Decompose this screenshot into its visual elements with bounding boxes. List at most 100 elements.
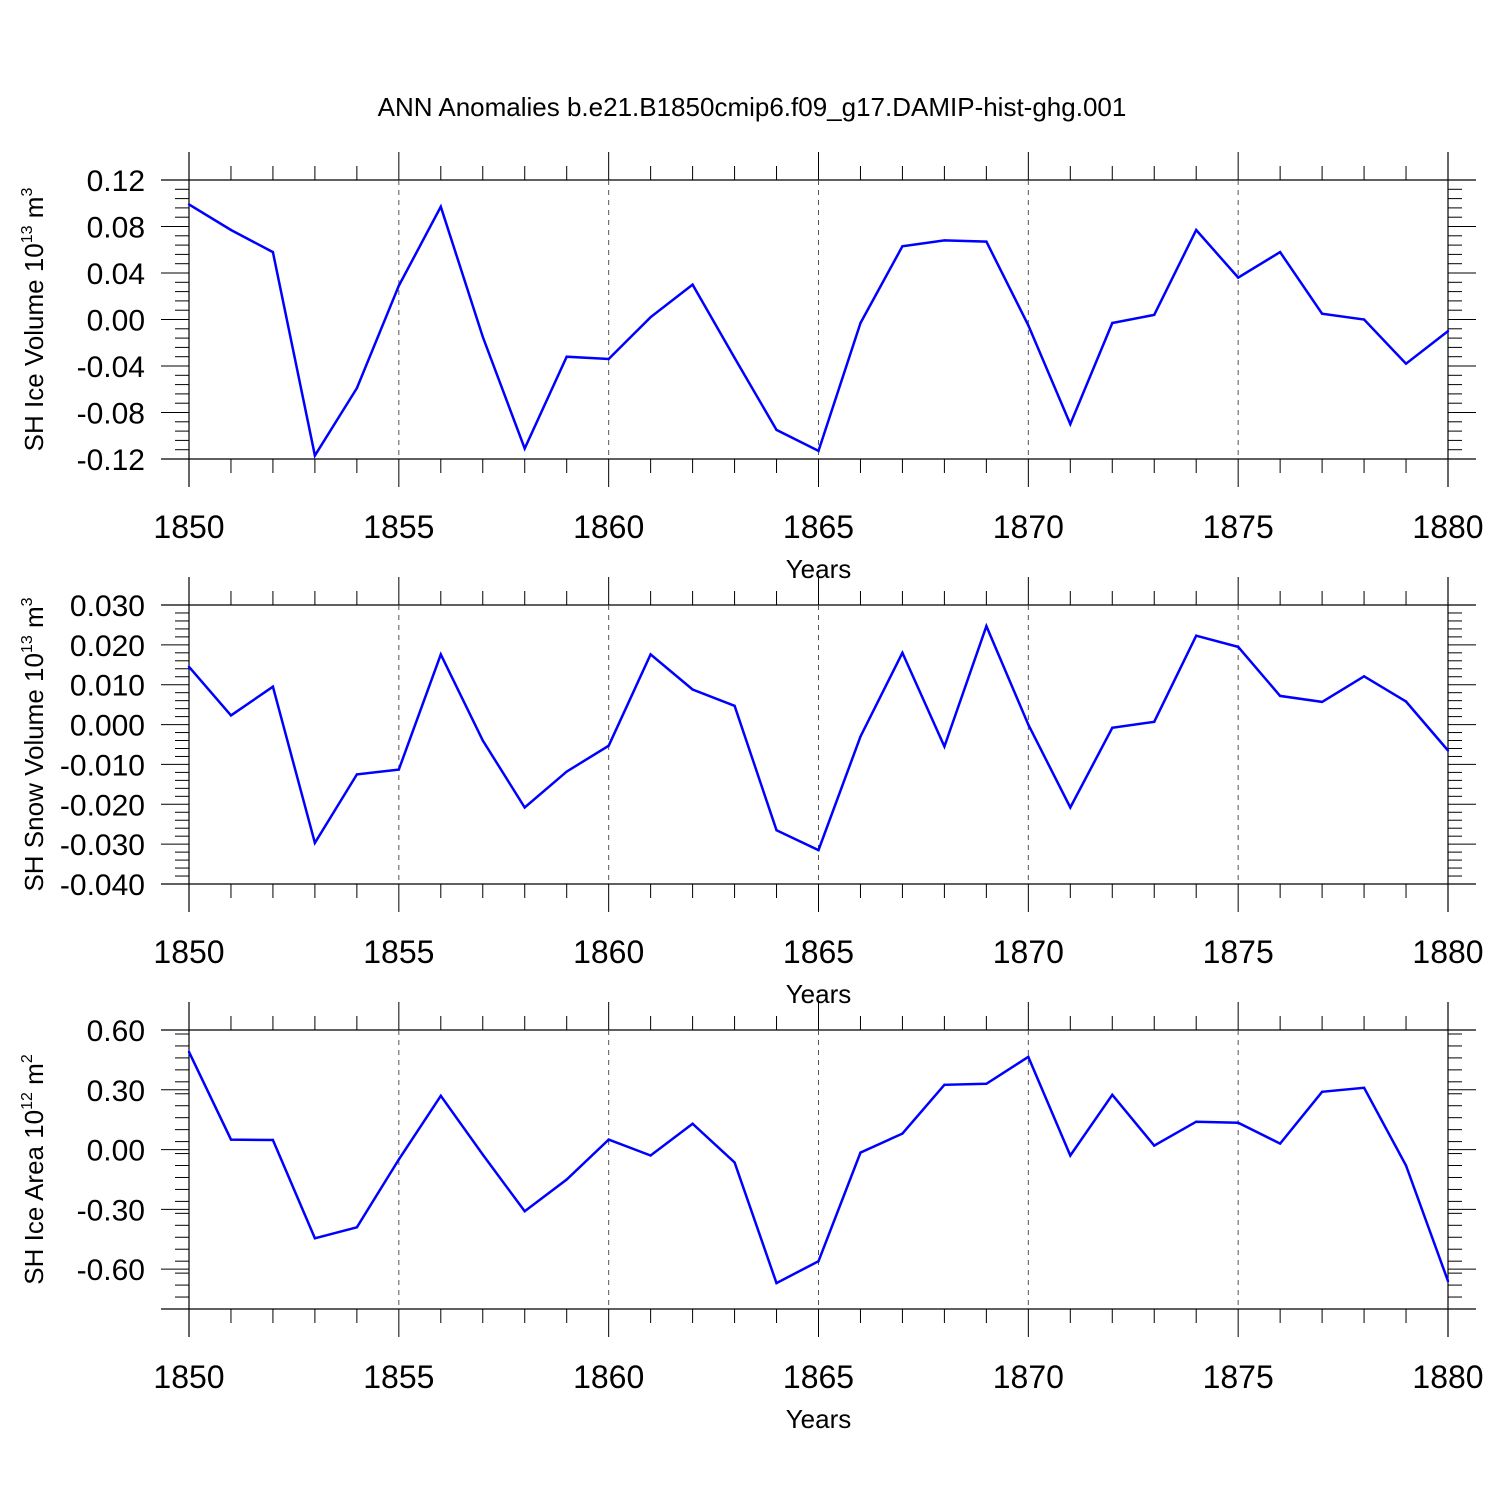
x-tick-label: 1850 <box>153 1359 224 1395</box>
data-point <box>229 714 233 717</box>
data-point <box>565 1178 568 1181</box>
x-tick-label: 1850 <box>153 934 224 970</box>
y-tick-label: 0.60 <box>87 1015 145 1048</box>
data-point <box>901 1132 904 1135</box>
panel-2: 1850 1855 1860 1865 1870 1875 1880 -0.040 -0.030… <box>19 577 1484 1009</box>
data-point <box>607 357 610 361</box>
data-point <box>1404 700 1408 703</box>
data-point <box>1069 1154 1072 1157</box>
figure-title: ANN Anomalies b.e21.B1850cmip6.f09_g17.D… <box>378 92 1127 122</box>
data-point <box>1236 645 1240 649</box>
y-tick-label: -0.010 <box>60 749 145 782</box>
data-point <box>733 356 736 360</box>
y-axis-label-unit: m <box>19 606 49 635</box>
data-point <box>1404 1164 1408 1167</box>
data-point <box>313 841 317 845</box>
data-point <box>397 284 401 287</box>
data-point <box>1111 1093 1114 1096</box>
data-point <box>313 454 317 457</box>
data-point <box>1446 749 1450 752</box>
panels: 1850 1855 1860 1865 1870 1875 1880 -0.12 -0.08 -0… <box>19 152 1484 1434</box>
data-point <box>355 773 359 776</box>
data-point <box>355 386 359 390</box>
data-point <box>1153 1144 1156 1147</box>
data-point <box>691 283 694 286</box>
y-tick-label: -0.30 <box>77 1194 145 1227</box>
data-point <box>733 704 736 708</box>
x-tick-label: 1865 <box>783 934 854 970</box>
y-tick-label: 0.020 <box>70 630 145 663</box>
data-point <box>439 1094 442 1097</box>
data-point <box>187 1050 191 1054</box>
data-point <box>775 1281 778 1285</box>
data-point <box>691 688 694 691</box>
data-point <box>1195 228 1198 232</box>
x-tick-label: 1865 <box>783 509 854 545</box>
data-point <box>355 1226 359 1229</box>
y-tick-label: 0.08 <box>87 212 145 245</box>
y-tick-label: 0.12 <box>87 165 145 198</box>
data-point <box>271 685 275 688</box>
data-point <box>1236 1121 1240 1124</box>
data-point <box>649 315 652 319</box>
x-tick-label: 1880 <box>1412 934 1483 970</box>
data-point <box>1027 1055 1030 1059</box>
y-axis-label-main: SH Snow Volume 10 <box>19 653 49 891</box>
x-tick-label: 1880 <box>1412 1359 1483 1395</box>
data-point <box>397 768 401 771</box>
data-point <box>1362 1086 1366 1089</box>
data-point <box>1069 806 1072 809</box>
data-point <box>187 203 191 206</box>
data-point <box>481 739 484 742</box>
data-point <box>1446 329 1450 333</box>
data-point <box>439 205 442 208</box>
data-point <box>1404 362 1408 365</box>
x-axis-label: Years <box>786 1404 852 1434</box>
data-point <box>775 828 778 832</box>
data-point <box>943 1083 946 1087</box>
x-tick-label: 1860 <box>573 934 644 970</box>
data-point <box>565 770 568 773</box>
data-point <box>1111 726 1114 729</box>
data-point <box>775 428 778 432</box>
data-point <box>985 624 988 628</box>
y-axis-label-exponent: 12 <box>19 1092 36 1110</box>
x-tick-label: 1880 <box>1412 509 1483 545</box>
x-tick-label: 1850 <box>153 509 224 545</box>
y-tick-label: 0.010 <box>70 670 145 703</box>
data-point <box>1027 324 1030 327</box>
y-tick-label: -0.08 <box>77 398 145 431</box>
y-axis-label: SH Ice Area 1012 m2 <box>19 1054 49 1285</box>
data-point <box>1111 321 1114 325</box>
y-axis-label-main: SH Ice Area 10 <box>19 1110 49 1285</box>
x-tick-label: 1875 <box>1203 1359 1274 1395</box>
data-point <box>481 1153 484 1156</box>
data-point <box>313 1237 317 1240</box>
data-point <box>187 665 191 668</box>
data-point <box>859 1151 862 1154</box>
data-point <box>607 1138 610 1141</box>
data-point <box>985 240 988 243</box>
y-tick-label: 0.30 <box>87 1075 145 1108</box>
data-point <box>271 1138 275 1142</box>
x-tick-label: 1870 <box>993 1359 1064 1395</box>
data-point <box>817 848 820 852</box>
y-axis-label-unit: m <box>19 1063 49 1092</box>
data-point <box>859 321 862 325</box>
data-point <box>1362 675 1366 678</box>
data-point <box>943 239 946 242</box>
data-point <box>649 1154 652 1157</box>
data-point <box>523 447 526 450</box>
data-point <box>1320 700 1324 704</box>
data-point <box>229 1138 233 1141</box>
y-axis-label-unit-exponent: 2 <box>19 1054 36 1063</box>
data-point <box>649 653 652 656</box>
data-point <box>817 1259 820 1263</box>
data-point <box>481 335 484 339</box>
data-point <box>1278 694 1282 698</box>
y-axis-label-main: SH Ice Volume 10 <box>19 243 49 451</box>
x-tick-label: 1855 <box>363 1359 434 1395</box>
x-tick-label: 1875 <box>1203 934 1274 970</box>
x-tick-label: 1860 <box>573 1359 644 1395</box>
